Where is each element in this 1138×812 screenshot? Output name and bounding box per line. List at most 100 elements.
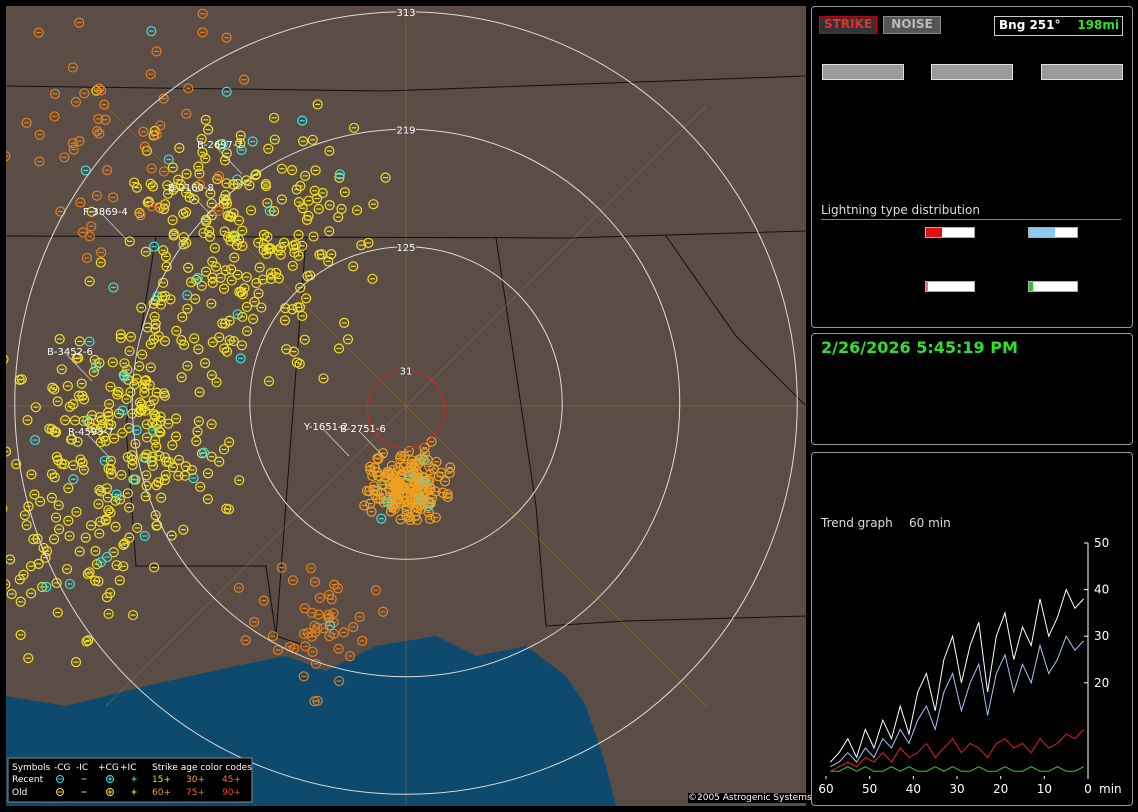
strike-marker [236, 144, 247, 156]
strike-label: Y-1651-2 [303, 422, 348, 433]
strike-marker [226, 211, 237, 223]
strike-marker [170, 431, 182, 442]
strike-marker [22, 415, 33, 426]
strike-marker [108, 192, 119, 203]
strike-marker [122, 364, 133, 375]
strike-marker [219, 343, 230, 354]
strike-marker [178, 524, 189, 535]
strike-marker [140, 491, 151, 502]
strike-marker [334, 169, 345, 180]
strike-marker [33, 558, 44, 569]
strike-marker [166, 530, 177, 541]
strike-marker [86, 410, 98, 421]
strike-marker [287, 165, 298, 176]
range-ring [131, 128, 681, 678]
range-ring [366, 369, 446, 449]
strike-marker [359, 500, 370, 511]
strike-marker [384, 469, 395, 480]
strike-marker [84, 336, 95, 347]
strike-marker [93, 498, 104, 510]
strike-marker [430, 486, 441, 497]
strike-marker [64, 578, 75, 590]
strike-marker [300, 641, 311, 652]
legend-symbol [56, 788, 64, 796]
strike-marker [258, 595, 269, 606]
borders [6, 75, 806, 647]
strike-marker [49, 534, 60, 545]
strike-marker [47, 382, 58, 393]
strike-marker [49, 88, 61, 99]
strike-marker [136, 399, 147, 410]
strike-marker [326, 249, 337, 260]
strike-marker [249, 296, 260, 307]
strike-marker [401, 510, 412, 521]
noise-mode[interactable]: NOISE [883, 16, 941, 34]
strike-marker [205, 188, 216, 199]
strike-marker [263, 376, 275, 387]
strike-marker [67, 138, 79, 149]
strike-marker [79, 88, 90, 99]
strike-marker [389, 503, 400, 514]
strike-marker [220, 265, 231, 276]
strike-marker [180, 207, 192, 218]
strike-marker [142, 197, 153, 208]
strike-marker [113, 408, 125, 419]
strike-marker [70, 96, 82, 108]
strike-marker [75, 454, 86, 465]
strike-marker [74, 336, 85, 347]
strike-marker [95, 516, 106, 527]
strike-marker [425, 469, 436, 480]
strike-marker [329, 579, 340, 590]
strike-marker [108, 547, 119, 558]
strike-marker [391, 492, 402, 503]
strike-marker [295, 180, 306, 192]
strike-marker [339, 187, 350, 198]
strike-marker [291, 184, 302, 195]
strike-marker [163, 154, 174, 165]
strike-marker [80, 532, 91, 543]
strike-marker [15, 596, 26, 607]
strike-marker [160, 290, 171, 302]
strike-marker [210, 261, 221, 272]
strike-marker [104, 398, 115, 410]
leader-line [216, 147, 243, 175]
strike-marker [147, 460, 159, 471]
strike-marker [163, 418, 174, 429]
strike-marker [245, 205, 257, 216]
strike-marker [410, 465, 422, 476]
strike-marker [234, 475, 245, 486]
strike-marker [224, 335, 235, 346]
strike-marker [86, 206, 97, 217]
strike-marker [151, 441, 162, 452]
strike-mode[interactable]: STRIKE [819, 16, 877, 34]
strike-marker [26, 469, 37, 480]
age-code: 30+ [186, 775, 205, 785]
strike-marker [191, 436, 202, 447]
strike-marker [275, 242, 287, 253]
strike-marker [49, 472, 60, 483]
strike-marker [173, 470, 184, 481]
strike-marker [151, 520, 163, 531]
strike-marker [405, 498, 416, 509]
strike-marker [159, 474, 170, 486]
strike-marker [96, 415, 107, 426]
strike-marker [269, 134, 280, 145]
strike-marker [155, 299, 167, 310]
strike-marker [146, 25, 157, 37]
strike-marker [23, 501, 34, 512]
strike-marker [53, 524, 65, 535]
strike-marker [171, 413, 182, 424]
stats-panel [811, 452, 1133, 806]
strike-marker [379, 479, 390, 490]
strike-marker [54, 333, 65, 345]
strike-marker [294, 358, 305, 370]
strike-marker [395, 450, 406, 462]
leader-line [102, 214, 129, 242]
strike-marker [256, 302, 267, 313]
strike-marker [300, 170, 311, 181]
strike-marker [309, 185, 320, 196]
strike-marker [140, 246, 151, 257]
strike-marker [6, 446, 12, 457]
strike-marker [26, 588, 37, 599]
strike-marker [206, 419, 217, 430]
